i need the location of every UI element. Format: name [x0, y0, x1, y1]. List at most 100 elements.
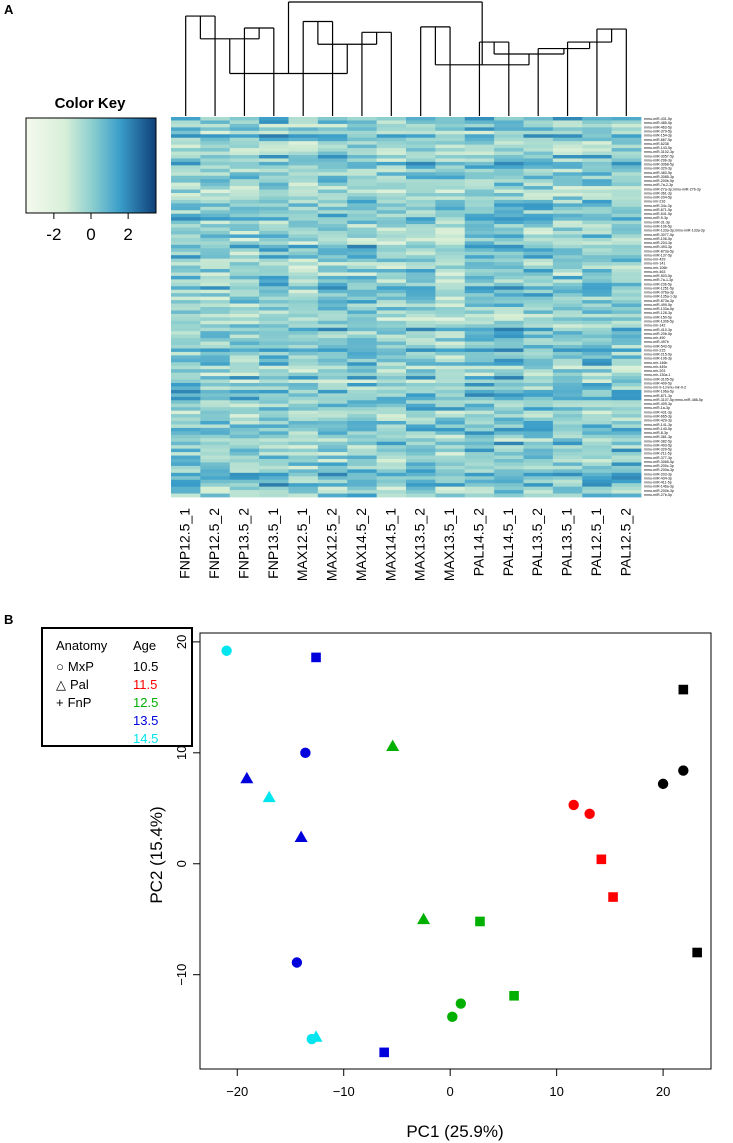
- heatmap-cell: [435, 448, 466, 453]
- heatmap-cell: [288, 231, 319, 235]
- legend-age-item: 14.5: [133, 731, 158, 746]
- heatmap-cell: [376, 289, 407, 294]
- heatmap-cell: [494, 148, 524, 152]
- heatmap-cell: [376, 379, 407, 384]
- row-label: mmu-mir-9-1;mmu-mir-9-2: [644, 386, 686, 390]
- heatmap-cell: [288, 227, 319, 232]
- heatmap-cell: [317, 386, 348, 391]
- heatmap-cell: [171, 462, 201, 467]
- heatmap-cell: [435, 338, 466, 342]
- row-label: mmu-miR-133a-5p: [644, 307, 674, 311]
- heatmap-cell: [464, 414, 495, 418]
- heatmap-cell: [376, 241, 407, 246]
- heatmap-cell: [552, 217, 583, 222]
- heatmap-cell: [200, 320, 231, 325]
- heatmap-cell: [523, 307, 554, 311]
- heatmap-cell: [259, 455, 289, 460]
- heatmap-cell: [259, 396, 289, 401]
- heatmap-cell: [464, 362, 495, 367]
- heatmap-cell: [406, 123, 436, 128]
- heatmap-cell: [582, 175, 613, 180]
- row-label: mmu-miR-6238: [644, 142, 669, 146]
- heatmap-cell: [317, 175, 348, 180]
- heatmap-cell: [552, 358, 583, 363]
- heatmap-cell: [229, 403, 260, 408]
- heatmap-cell: [611, 438, 642, 443]
- heatmap-cell: [582, 275, 613, 280]
- heatmap-cell: [317, 155, 348, 159]
- row-label: mmu-miR-431-5p: [644, 117, 672, 121]
- heatmap-cell: [523, 452, 554, 456]
- legend-anatomy-symbol: ○: [56, 659, 64, 674]
- heatmap-cell: [171, 189, 201, 194]
- heatmap-cell: [552, 376, 583, 380]
- heatmap-cell: [171, 262, 201, 266]
- heatmap-cell: [288, 389, 319, 394]
- heatmap-cell: [523, 355, 554, 360]
- heatmap-cell: [464, 407, 495, 412]
- heatmap-cell: [317, 158, 348, 163]
- heatmap-cell: [171, 148, 201, 152]
- heatmap-cell: [288, 407, 319, 412]
- heatmap-cell: [464, 424, 495, 429]
- heatmap-cell: [288, 320, 319, 325]
- heatmap-cell: [523, 117, 554, 121]
- heatmap-cell: [464, 490, 495, 494]
- row-label: mmu-miR-3057-5p: [644, 154, 674, 158]
- heatmap-cell: [317, 434, 348, 439]
- heatmap-cell: [523, 231, 554, 235]
- heatmap-cell: [259, 427, 289, 432]
- heatmap-cell: [523, 462, 554, 467]
- heatmap-cell: [582, 127, 613, 132]
- heatmap-cell: [317, 151, 348, 156]
- heatmap-cell: [171, 441, 201, 446]
- heatmap-cell: [229, 272, 260, 277]
- heatmap-cell: [229, 383, 260, 387]
- heatmap-cell: [317, 438, 348, 443]
- row-label: mmu-mir-429: [644, 258, 665, 262]
- heatmap-cell: [288, 241, 319, 246]
- heatmap-cell: [317, 255, 348, 260]
- heatmap-cell: [494, 123, 524, 128]
- heatmap-cell: [552, 445, 583, 450]
- heatmap-cell: [435, 262, 466, 266]
- heatmap-cell: [494, 410, 524, 415]
- heatmap-cell: [523, 414, 554, 418]
- heatmap-cell: [259, 210, 289, 215]
- heatmap-cell: [552, 127, 583, 132]
- heatmap-cell: [435, 213, 466, 218]
- heatmap-cell: [200, 317, 231, 322]
- heatmap-cell: [582, 203, 613, 208]
- heatmap-cell: [347, 227, 378, 232]
- heatmap-cell: [435, 168, 466, 173]
- heatmap-cell: [435, 483, 466, 488]
- heatmap-cell: [288, 448, 319, 453]
- point-mxp-12.5: [447, 1011, 458, 1023]
- heatmap-cell: [259, 348, 289, 353]
- heatmap-cell: [464, 469, 495, 474]
- heatmap-cell: [523, 168, 554, 173]
- heatmap-cell: [259, 182, 289, 187]
- heatmap-cell: [347, 465, 378, 470]
- heatmap-cell: [200, 137, 231, 142]
- heatmap-cell: [347, 313, 378, 318]
- heatmap-cell: [523, 269, 554, 273]
- heatmap-cell: [317, 123, 348, 128]
- heatmap-cell: [494, 175, 524, 180]
- heatmap-cell: [288, 427, 319, 432]
- heatmap-cell: [552, 144, 583, 149]
- heatmap-cell: [229, 362, 260, 367]
- heatmap-cell: [200, 144, 231, 149]
- heatmap-cell: [552, 438, 583, 443]
- heatmap-cell: [376, 448, 407, 453]
- heatmap-cell: [229, 296, 260, 301]
- heatmap-cell: [317, 144, 348, 149]
- heatmap-cell: [200, 427, 231, 432]
- heatmap-cell: [376, 193, 407, 197]
- heatmap-cell: [494, 251, 524, 256]
- heatmap-cell: [582, 165, 613, 170]
- heatmap-cell: [611, 248, 642, 253]
- heatmap-cell: [611, 234, 642, 239]
- heatmap-cell: [494, 155, 524, 159]
- heatmap-cell: [494, 362, 524, 367]
